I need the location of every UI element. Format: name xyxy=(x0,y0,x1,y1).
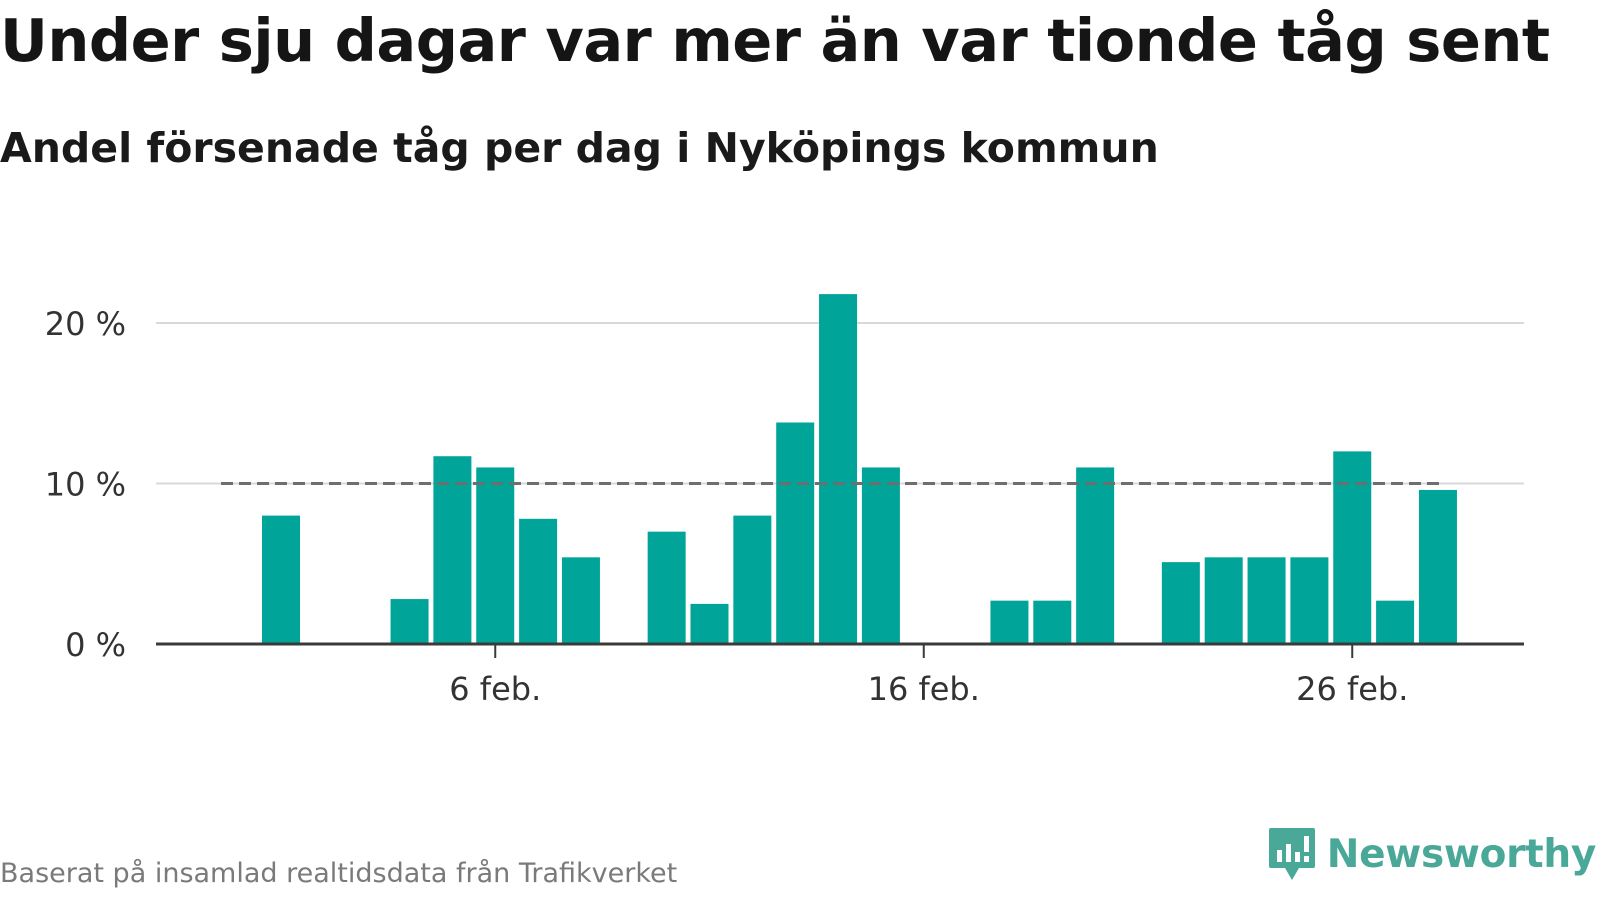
bar-27feb xyxy=(1376,600,1415,644)
bar-12feb xyxy=(733,515,772,644)
bar-14feb xyxy=(819,294,858,644)
bar-23feb xyxy=(1204,557,1243,644)
bar-11feb xyxy=(690,603,729,644)
bar-13feb xyxy=(776,422,815,644)
bar-6feb xyxy=(476,467,515,644)
bar-28feb xyxy=(1418,489,1457,644)
bar-25feb xyxy=(1290,557,1329,644)
bar-24feb xyxy=(1247,557,1286,644)
x-tick-label: 26 feb. xyxy=(1296,670,1408,708)
bar-1feb xyxy=(262,515,300,644)
bar-19feb xyxy=(1033,600,1072,644)
bar-8feb xyxy=(561,557,600,644)
bar-4feb xyxy=(390,599,429,644)
axes: 0 % 10 % 20 % 6 feb. 16 feb. 26 feb. xyxy=(45,305,1524,708)
bar-10feb xyxy=(647,531,686,644)
bar-5feb xyxy=(433,456,472,644)
y-tick-label: 0 % xyxy=(65,626,126,664)
bar-7feb xyxy=(519,518,558,644)
bar-series xyxy=(262,294,1457,644)
bar-15feb xyxy=(861,467,900,644)
newsworthy-logo-icon xyxy=(1268,828,1315,880)
bar-18feb xyxy=(990,600,1029,644)
x-tick-label: 6 feb. xyxy=(449,670,541,708)
source-note: Baserat på insamlad realtidsdata från Tr… xyxy=(0,858,678,889)
chart-subtitle: Andel försenade tåg per dag i Nyköpings … xyxy=(0,124,1159,172)
bar-chart: 0 % 10 % 20 % 6 feb. 16 feb. 26 feb. xyxy=(45,294,1524,708)
bar-22feb xyxy=(1161,562,1200,644)
y-tick-label: 20 % xyxy=(45,305,126,343)
x-tick-label: 16 feb. xyxy=(868,670,980,708)
brand-logo: Newsworthy xyxy=(1267,826,1596,882)
bar-26feb xyxy=(1333,451,1372,644)
bar-20feb xyxy=(1076,467,1115,644)
chart-title: Under sju dagar var mer än var tionde tå… xyxy=(0,6,1550,75)
brand-name: Newsworthy xyxy=(1326,831,1597,877)
y-tick-label: 10 % xyxy=(45,466,126,504)
